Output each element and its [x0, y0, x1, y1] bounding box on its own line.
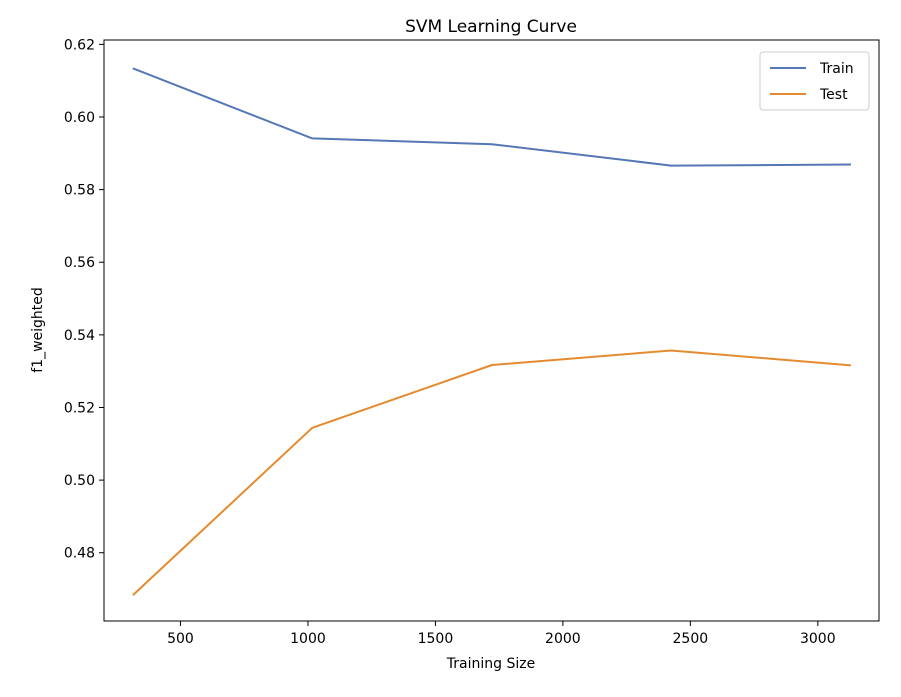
- x-tick-label: 2500: [673, 631, 709, 647]
- y-tick-label: 0.50: [64, 473, 95, 489]
- y-tick-label: 0.52: [64, 400, 95, 416]
- y-axis-label: f1_weighted: [30, 287, 46, 373]
- y-tick-label: 0.62: [64, 37, 95, 53]
- series-line-test: [132, 349, 852, 596]
- legend-label-train: Train: [819, 61, 854, 77]
- chart-title: SVM Learning Curve: [405, 17, 577, 37]
- y-axis: 0.48 0.50 0.52 0.54 0.56 0.58 0.60 0.62: [64, 37, 104, 562]
- legend-box: [759, 51, 870, 111]
- x-tick-label: 1500: [418, 631, 454, 647]
- plot-area: [103, 39, 880, 622]
- x-tick-label: 2000: [545, 631, 581, 647]
- x-tick-label: 3000: [800, 631, 836, 647]
- y-tick-label: 0.58: [64, 183, 95, 199]
- legend-label-test: Test: [819, 87, 848, 103]
- x-tick-label: 1000: [290, 631, 326, 647]
- x-tick-label: 500: [167, 631, 194, 647]
- series-lines: [132, 67, 852, 596]
- x-axis-label: Training Size: [446, 656, 535, 672]
- series-line-train: [132, 67, 851, 167]
- y-tick-label: 0.56: [64, 255, 95, 271]
- x-axis: 500 1000 1500 2000 2500 3000: [167, 621, 836, 647]
- y-tick-label: 0.54: [64, 328, 95, 344]
- y-tick-label: 0.48: [64, 546, 95, 562]
- y-tick-label: 0.60: [64, 110, 95, 126]
- legend: Train Test: [759, 51, 870, 111]
